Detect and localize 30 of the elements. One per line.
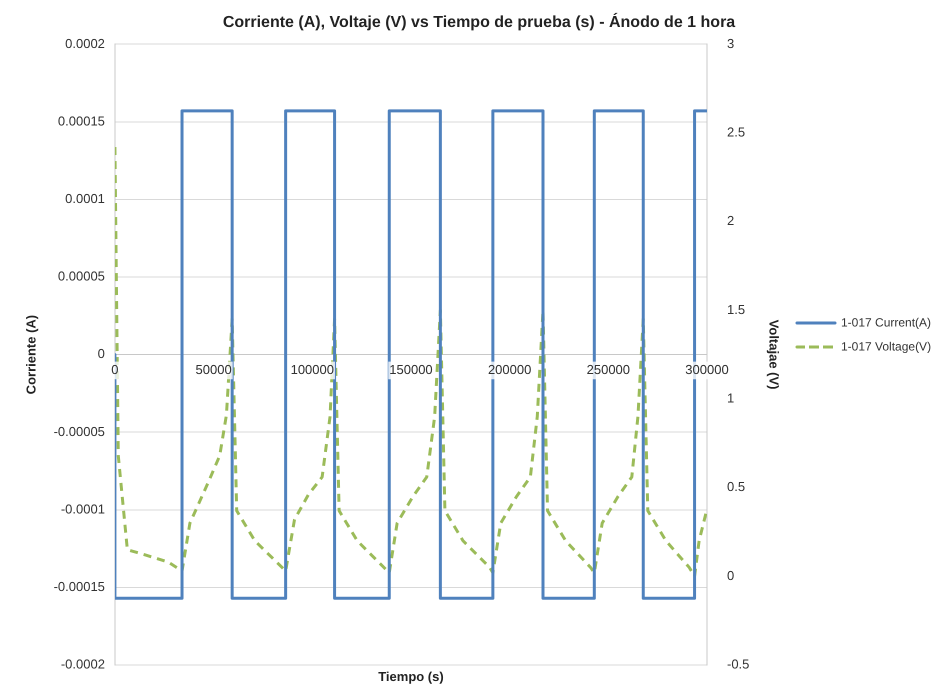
y-axis-title: Corriente (A) (23, 314, 38, 394)
y-tick-label: -0.00015 (54, 578, 105, 594)
x-tick-label: 200000 (488, 362, 532, 377)
y-tick-label: 0.0001 (65, 190, 105, 206)
chart-title: Corriente (A), Voltaje (V) vs Tiempo de prueba (s) - Ánodo de 1 hora (222, 12, 736, 32)
y2-tick-label: 3 (727, 36, 734, 51)
y2-axis-title: Voltajae (V) (766, 320, 782, 390)
x-tick-label: 50000 (196, 362, 232, 377)
x-tick-label: 250000 (586, 362, 630, 377)
x-tick-label: 0 (111, 362, 119, 377)
y2-tick-label: -0.5 (727, 656, 750, 672)
legend-label: 1-017 Voltage(V) (841, 339, 932, 354)
y-tick-label: -0.00005 (54, 424, 105, 439)
y2-tick-label: 0.5 (727, 479, 746, 494)
y2-tick-label: 1.5 (727, 302, 746, 317)
y-tick-label: 0 (98, 346, 105, 362)
y2-tick-label: 2 (727, 213, 734, 228)
y2-tick-label: 2.5 (727, 124, 746, 140)
y-tick-label: 0.00005 (58, 268, 105, 284)
x-tick-label: 150000 (389, 362, 433, 377)
y2-tick-label: 1 (727, 390, 734, 406)
x-tick-label: 300000 (685, 362, 729, 377)
y-tick-label: -0.0002 (60, 656, 105, 672)
y-tick-label: -0.0001 (60, 501, 105, 516)
legend-label: 1-017 Current(A) (841, 315, 932, 330)
y2-tick-label: 0 (727, 568, 734, 583)
x-axis-title: Tiempo (s) (378, 669, 444, 684)
x-tick-label: 100000 (290, 362, 334, 377)
y-tick-label: 0.0002 (65, 36, 105, 51)
y-tick-label: 0.00015 (58, 113, 105, 128)
